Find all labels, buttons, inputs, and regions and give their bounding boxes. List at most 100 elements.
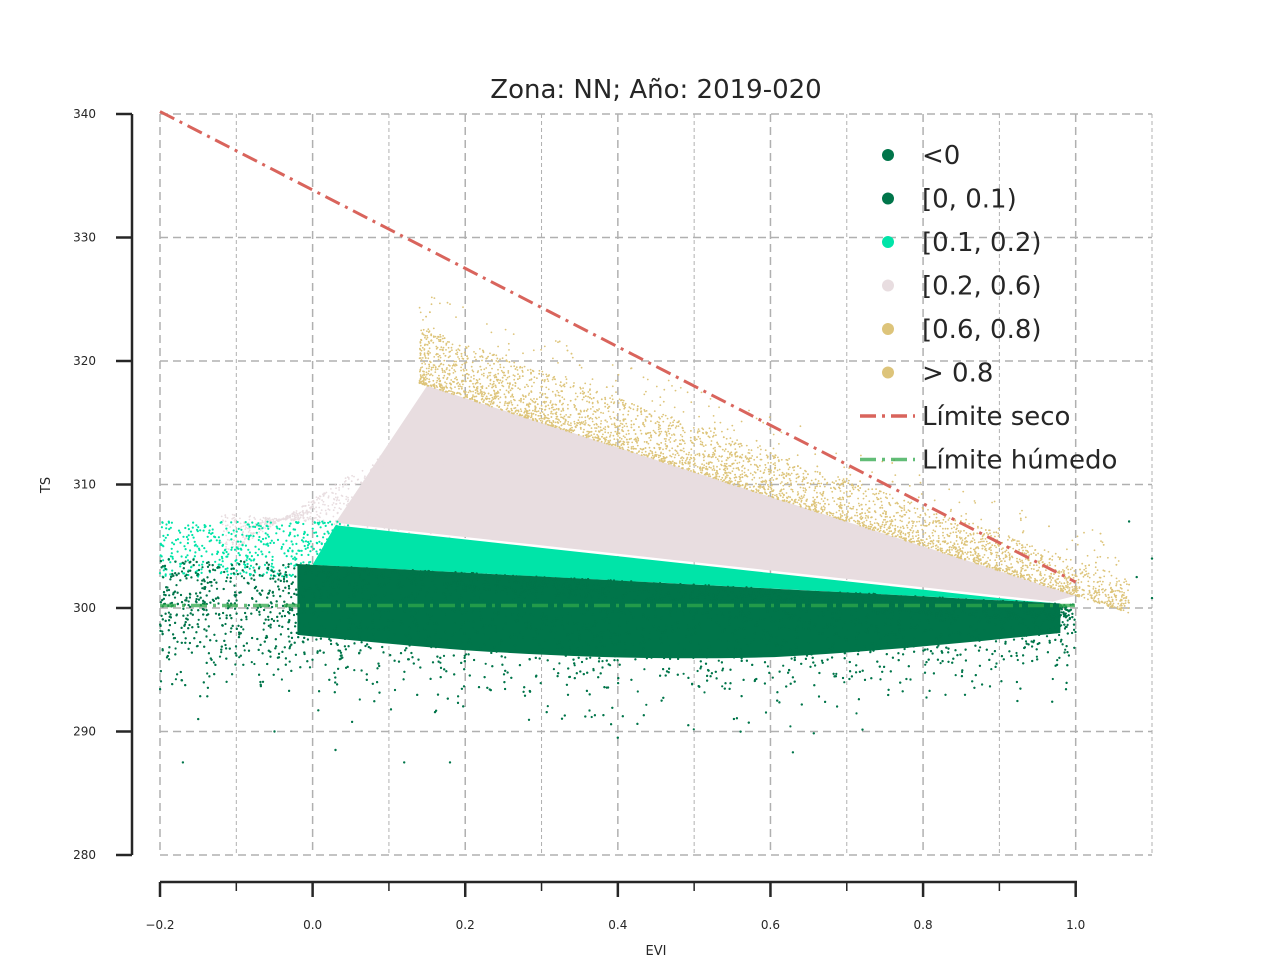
point [1115,584,1118,587]
point [470,365,473,368]
point [347,502,350,505]
point [618,425,621,427]
point [1026,564,1028,567]
point [785,474,788,477]
point [955,534,958,537]
point [425,371,428,374]
point [835,511,838,514]
point [1028,579,1031,581]
point [669,454,671,457]
point [904,534,907,536]
point [1042,584,1045,586]
point [725,474,728,476]
point [448,369,451,372]
point [393,476,395,478]
point [764,488,766,491]
point [841,496,844,499]
point [959,557,962,560]
point [1086,554,1089,557]
point [492,382,495,385]
point [272,520,275,523]
point [640,432,643,435]
point [957,530,960,532]
point [1066,582,1069,584]
point [609,434,612,436]
point [788,466,791,469]
point [902,532,905,535]
point [496,357,499,360]
point [759,492,762,494]
point [499,379,501,382]
point [1010,563,1012,565]
point [1018,548,1021,551]
point [581,390,584,393]
point [764,464,767,466]
point [839,490,842,492]
point [1058,572,1061,574]
point [1005,549,1008,552]
point [616,445,619,448]
point [341,495,344,497]
point [776,477,778,480]
point [431,421,434,423]
point [1017,575,1020,578]
point [1050,579,1053,581]
point [1014,569,1016,571]
point [487,362,489,365]
point [627,429,630,432]
point [448,351,451,353]
point [424,355,426,357]
point [456,351,459,354]
point [372,487,375,490]
point [488,371,490,374]
point [985,549,988,552]
point [413,467,415,470]
point [577,419,580,421]
point [302,509,304,512]
point [823,508,826,511]
point [1018,540,1020,542]
point [1021,531,1024,534]
point [1052,583,1054,586]
point [467,345,470,348]
point [1039,573,1041,576]
point [727,457,729,460]
point [1120,599,1123,602]
point [436,438,438,441]
point [415,443,418,446]
point [725,443,727,446]
point [428,370,430,373]
point [604,419,607,422]
point [1014,570,1016,573]
point [813,489,816,492]
point [1026,566,1029,569]
point [441,337,444,340]
point [305,510,308,512]
point [747,469,750,471]
point [749,472,752,475]
point [692,469,695,471]
point [507,404,509,407]
point [729,453,731,456]
point [616,432,618,435]
point [689,461,691,464]
point [342,540,345,544]
point [723,462,726,465]
point [402,484,404,486]
point [626,425,628,428]
point [936,540,938,542]
point [613,401,616,403]
point [334,492,337,495]
point [265,522,268,525]
point [839,502,842,504]
point [584,395,587,397]
point [1071,593,1073,596]
point [435,345,438,348]
point [1085,570,1087,573]
point [406,440,409,443]
point [740,480,742,482]
point [531,385,533,388]
point [1074,573,1077,576]
point [397,494,400,497]
point [410,457,412,460]
